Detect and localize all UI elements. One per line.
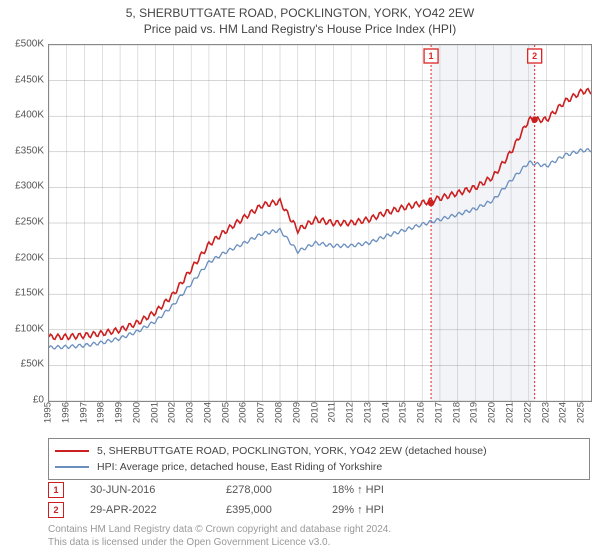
x-axis-tick-label: 1996 bbox=[60, 402, 71, 423]
y-axis-tick-label: £150K bbox=[0, 288, 44, 299]
chart-title-subtitle: Price paid vs. HM Land Registry's House … bbox=[0, 22, 600, 36]
x-axis-tick-label: 2023 bbox=[540, 402, 551, 423]
sale-marker-box: 2 bbox=[48, 502, 64, 518]
sale-pct-vs-hpi: 29% ↑ HPI bbox=[332, 504, 452, 516]
sale-price: £278,000 bbox=[226, 484, 306, 496]
footer-attribution: Contains HM Land Registry data © Crown c… bbox=[48, 524, 590, 549]
y-axis-tick-label: £300K bbox=[0, 181, 44, 192]
y-axis-tick-label: £450K bbox=[0, 74, 44, 85]
x-axis-tick-label: 2017 bbox=[433, 402, 444, 423]
x-axis-tick-label: 2007 bbox=[256, 402, 267, 423]
y-axis-tick-label: £500K bbox=[0, 39, 44, 50]
y-axis-tick-label: £400K bbox=[0, 110, 44, 121]
x-axis-tick-label: 2019 bbox=[469, 402, 480, 423]
sale-date: 29-APR-2022 bbox=[90, 504, 200, 516]
x-axis-tick-label: 2022 bbox=[522, 402, 533, 423]
sales-row: 1 30-JUN-2016 £278,000 18% ↑ HPI bbox=[48, 480, 590, 500]
sale-date: 30-JUN-2016 bbox=[90, 484, 200, 496]
x-axis-tick-label: 2013 bbox=[362, 402, 373, 423]
y-axis-tick-label: £350K bbox=[0, 145, 44, 156]
y-axis-tick-label: £100K bbox=[0, 323, 44, 334]
legend-swatch bbox=[55, 466, 89, 468]
x-axis-tick-label: 2004 bbox=[202, 402, 213, 423]
legend-label: 5, SHERBUTTGATE ROAD, POCKLINGTON, YORK,… bbox=[97, 445, 487, 457]
x-axis-tick-label: 2000 bbox=[131, 402, 142, 423]
x-axis-tick-label: 2014 bbox=[380, 402, 391, 423]
legend-swatch bbox=[55, 450, 89, 452]
y-axis-tick-label: £50K bbox=[0, 359, 44, 370]
y-axis-tick-label: £0 bbox=[0, 395, 44, 406]
x-axis-tick-label: 2002 bbox=[167, 402, 178, 423]
y-axis-tick-label: £200K bbox=[0, 252, 44, 263]
sales-row: 2 29-APR-2022 £395,000 29% ↑ HPI bbox=[48, 500, 590, 520]
chart-svg: 12 bbox=[49, 45, 591, 401]
x-axis-tick-label: 2006 bbox=[238, 402, 249, 423]
x-axis-tick-label: 2012 bbox=[345, 402, 356, 423]
x-axis-tick-label: 1997 bbox=[78, 402, 89, 423]
x-axis-tick-label: 1995 bbox=[43, 402, 54, 423]
footer-line: Contains HM Land Registry data © Crown c… bbox=[48, 524, 590, 537]
legend: 5, SHERBUTTGATE ROAD, POCKLINGTON, YORK,… bbox=[48, 438, 590, 480]
footer-line: This data is licensed under the Open Gov… bbox=[48, 537, 590, 550]
x-axis-tick-label: 2009 bbox=[291, 402, 302, 423]
x-axis-tick-label: 2024 bbox=[558, 402, 569, 423]
x-axis-tick-label: 2003 bbox=[185, 402, 196, 423]
legend-item: 5, SHERBUTTGATE ROAD, POCKLINGTON, YORK,… bbox=[55, 443, 583, 459]
x-axis-tick-label: 2018 bbox=[451, 402, 462, 423]
x-axis-tick-label: 2020 bbox=[487, 402, 498, 423]
svg-text:1: 1 bbox=[429, 51, 434, 61]
sale-marker-box: 1 bbox=[48, 482, 64, 498]
chart-titles: 5, SHERBUTTGATE ROAD, POCKLINGTON, YORK,… bbox=[0, 0, 600, 36]
x-axis-tick-label: 2025 bbox=[576, 402, 587, 423]
chart-plot-area: 12 bbox=[48, 44, 592, 402]
x-axis-tick-label: 2005 bbox=[220, 402, 231, 423]
sale-pct-vs-hpi: 18% ↑ HPI bbox=[332, 484, 452, 496]
svg-text:2: 2 bbox=[532, 51, 537, 61]
x-axis-tick-label: 2001 bbox=[149, 402, 160, 423]
x-axis-tick-label: 2015 bbox=[398, 402, 409, 423]
x-axis-tick-label: 2010 bbox=[309, 402, 320, 423]
x-axis-tick-label: 1999 bbox=[114, 402, 125, 423]
x-axis-tick-label: 2021 bbox=[505, 402, 516, 423]
x-axis-tick-label: 1998 bbox=[96, 402, 107, 423]
y-axis-tick-label: £250K bbox=[0, 217, 44, 228]
legend-item: HPI: Average price, detached house, East… bbox=[55, 459, 583, 475]
sales-table: 1 30-JUN-2016 £278,000 18% ↑ HPI 2 29-AP… bbox=[48, 480, 590, 520]
legend-label: HPI: Average price, detached house, East… bbox=[97, 461, 382, 473]
chart-title-address: 5, SHERBUTTGATE ROAD, POCKLINGTON, YORK,… bbox=[0, 6, 600, 20]
sale-price: £395,000 bbox=[226, 504, 306, 516]
x-axis-tick-label: 2011 bbox=[327, 402, 338, 422]
x-axis-tick-label: 2016 bbox=[416, 402, 427, 423]
x-axis-tick-label: 2008 bbox=[274, 402, 285, 423]
